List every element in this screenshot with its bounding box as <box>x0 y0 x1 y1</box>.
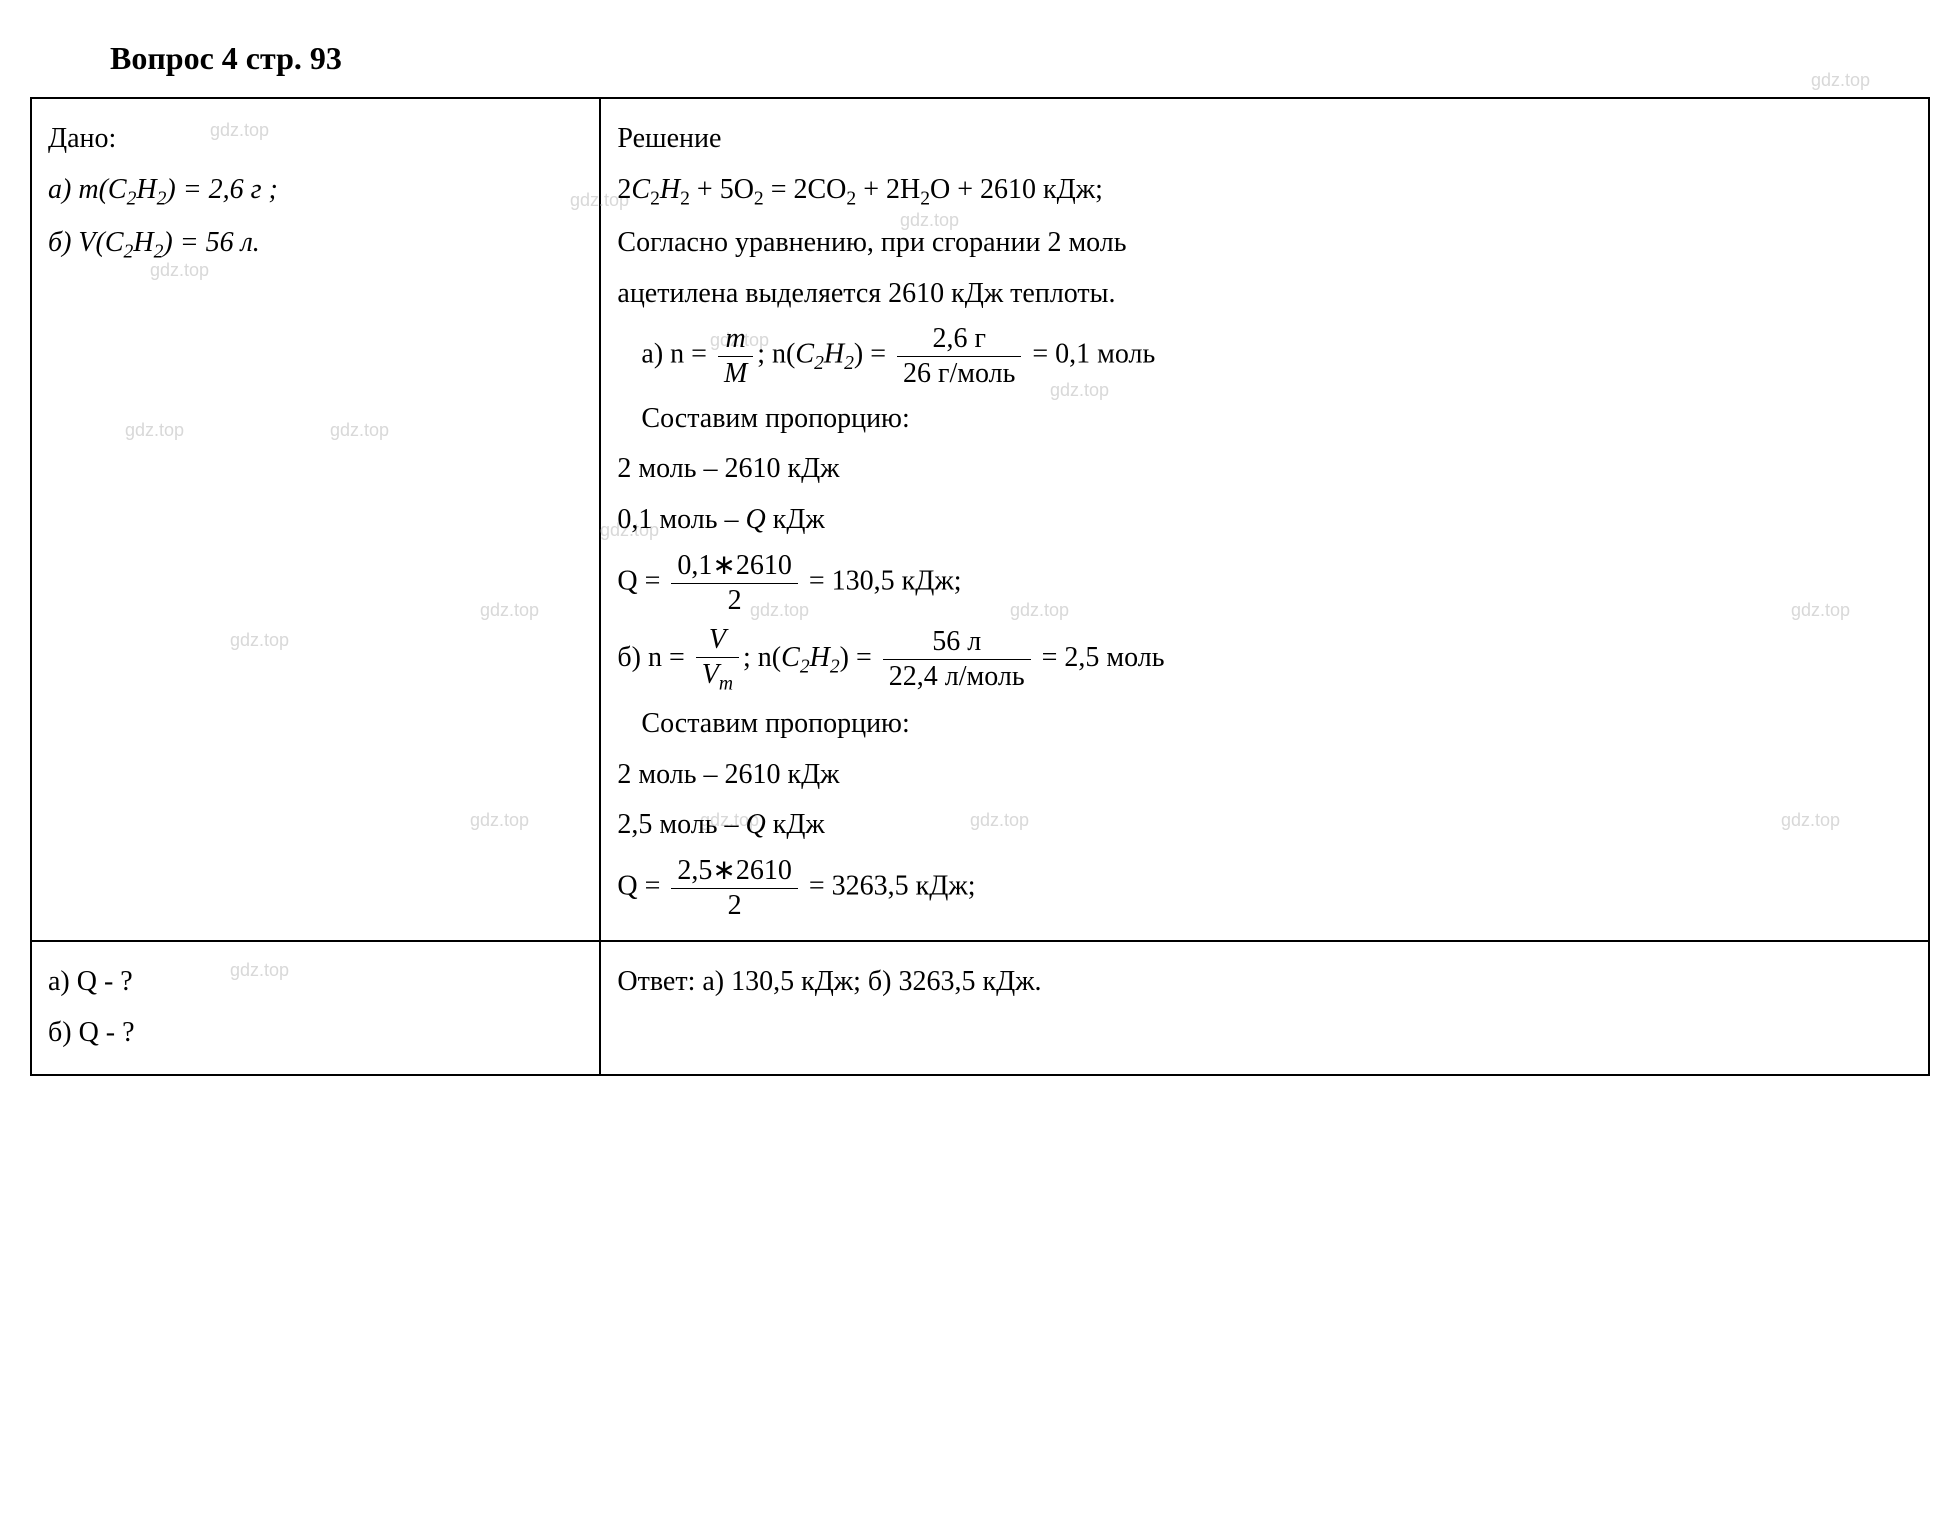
fraction: 0,1∗2610 2 <box>671 549 797 617</box>
fraction: 2,5∗2610 2 <box>671 854 797 922</box>
given-b-label: б) <box>48 227 71 258</box>
table-row: а) Q - ? б) Q - ? Ответ: а) 130,5 кДж; б… <box>31 941 1929 1075</box>
fraction: 56 л 22,4 л/моль <box>883 625 1031 693</box>
chemical-equation: 2C2H2 + 5O2 = 2CO2 + 2H2O + 2610 кДж; <box>617 168 1912 215</box>
find-cell: а) Q - ? б) Q - ? <box>31 941 600 1075</box>
prop-a-line1: 2 моль – 2610 кДж <box>617 447 1912 492</box>
part-b-formula: б) n = V Vm ; n(C2H2) = 56 л 22,4 л/моль… <box>617 623 1912 696</box>
prop-a-line2: 0,1 моль – Q кДж <box>617 498 1912 543</box>
proportion-title-a: Составим пропорцию: <box>641 397 1912 442</box>
q-calc-b: Q = 2,5∗2610 2 = 3263,5 кДж; <box>617 854 1912 922</box>
solution-cell: Решение 2C2H2 + 5O2 = 2CO2 + 2H2O + 2610… <box>600 98 1929 941</box>
find-b: б) Q - ? <box>48 1011 583 1056</box>
given-title: Дано: <box>48 117 583 162</box>
given-b-var: V(C2H2) = 56 л. <box>78 227 259 258</box>
given-line-a: а) m(C2H2) = 2,6 г ; <box>48 168 583 215</box>
given-cell: Дано: а) m(C2H2) = 2,6 г ; б) V(C2H2) = … <box>31 98 600 941</box>
prop-b-line2: 2,5 моль – Q кДж <box>617 803 1912 848</box>
statement-1: Согласно уравнению, при сгорании 2 моль <box>617 221 1912 266</box>
prop-b-line1: 2 моль – 2610 кДж <box>617 753 1912 798</box>
answer-text: Ответ: а) 130,5 кДж; б) 3263,5 кДж. <box>617 960 1912 1005</box>
fraction: 2,6 г 26 г/моль <box>897 322 1021 390</box>
solution-table: Дано: а) m(C2H2) = 2,6 г ; б) V(C2H2) = … <box>30 97 1930 1076</box>
fraction: m M <box>718 322 753 390</box>
given-line-b: б) V(C2H2) = 56 л. <box>48 221 583 268</box>
page-title: Вопрос 4 стр. 93 <box>110 40 1930 77</box>
given-a-var: m(C2H2) = 2,6 г ; <box>78 174 278 205</box>
find-a: а) Q - ? <box>48 960 583 1005</box>
answer-cell: Ответ: а) 130,5 кДж; б) 3263,5 кДж. <box>600 941 1929 1075</box>
page-container: Вопрос 4 стр. 93 Дано: а) m(C2H2) = 2,6 … <box>30 40 1930 1076</box>
given-a-label: а) <box>48 174 71 205</box>
solution-title: Решение <box>617 117 1912 162</box>
fraction: V Vm <box>696 623 739 696</box>
table-row: Дано: а) m(C2H2) = 2,6 г ; б) V(C2H2) = … <box>31 98 1929 941</box>
proportion-title-b: Составим пропорцию: <box>641 702 1912 747</box>
statement-2: ацетилена выделяется 2610 кДж теплоты. <box>617 272 1912 317</box>
part-a-formula: а) n = m M ; n(C2H2) = 2,6 г 26 г/моль =… <box>641 322 1912 390</box>
q-calc-a: Q = 0,1∗2610 2 = 130,5 кДж; <box>617 549 1912 617</box>
